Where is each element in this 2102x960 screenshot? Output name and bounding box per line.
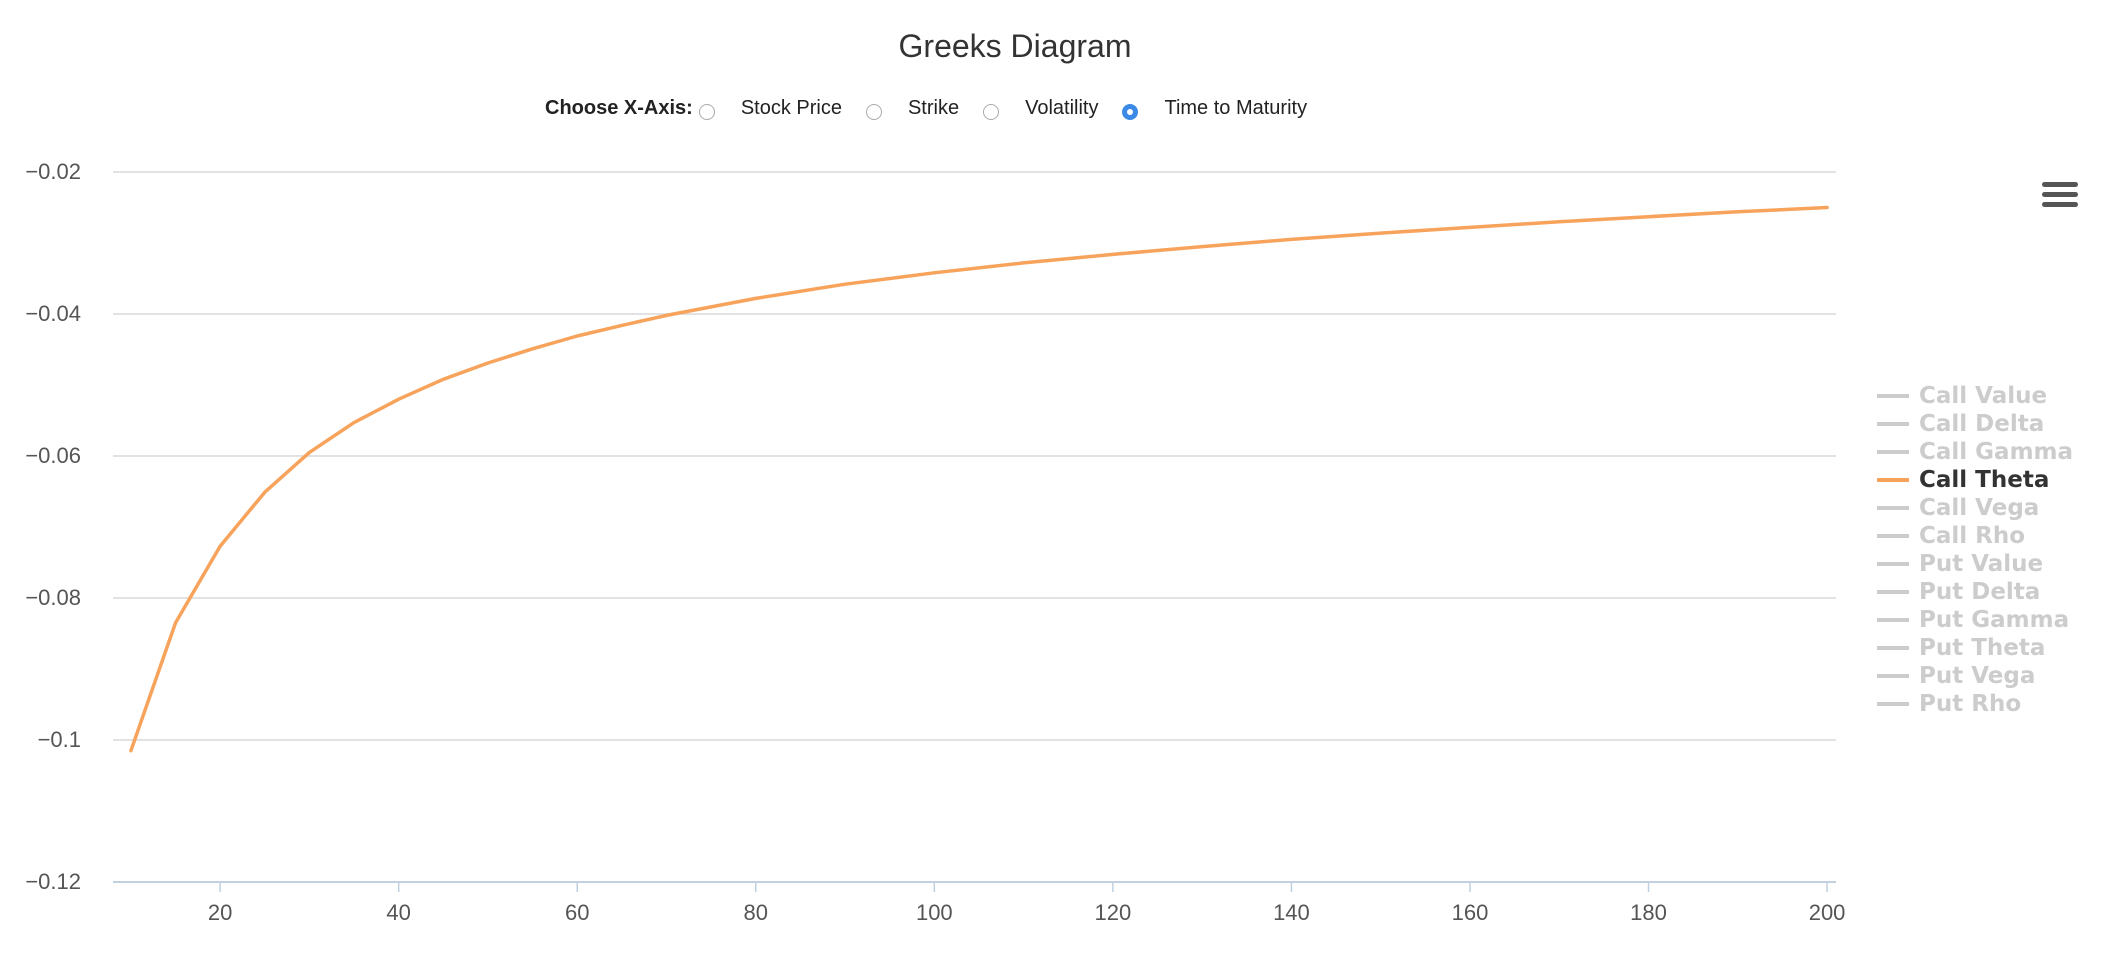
radio-volatility[interactable] [983,104,1000,120]
x-axis-option-strike[interactable]: Strike [865,96,983,120]
x-tick-label: 80 [744,900,768,925]
legend-label: Call Gamma [1919,439,2074,465]
legend-label: Put Gamma [1919,607,2070,633]
legend-item-call-delta[interactable]: Call Delta [1877,410,2073,438]
x-axis-option-volatility[interactable]: Volatility [983,97,1122,120]
legend-swatch [1877,478,1909,482]
legend-item-put-gamma[interactable]: Put Gamma [1877,606,2073,634]
legend-swatch [1877,562,1909,566]
series-line-call-theta[interactable] [129,205,1829,753]
legend-label: Put Value [1919,551,2044,577]
legend-swatch [1877,534,1909,538]
legend-swatch [1877,422,1909,426]
x-tick-label: 120 [1095,900,1132,925]
legend-item-call-vega[interactable]: Call Vega [1877,494,2073,522]
x-tick-label: 140 [1273,900,1310,925]
legend-item-call-gamma[interactable]: Call Gamma [1877,438,2073,466]
legend-label: Call Delta [1919,411,2045,437]
legend-label: Call Vega [1919,495,2040,521]
legend-label: Call Rho [1919,523,2026,549]
x-tick-label: 160 [1452,900,1489,925]
legend-swatch [1877,618,1909,622]
x-tick-label: 180 [1630,900,1667,925]
y-tick-label: −0.12 [25,869,81,894]
radio-label: Strike [907,96,960,119]
legend-swatch [1877,590,1909,594]
legend-swatch [1877,506,1909,510]
legend-item-put-theta[interactable]: Put Theta [1877,634,2073,662]
radio-label: Stock Price [740,96,842,119]
radio-time-to-maturity[interactable] [1122,104,1139,120]
radio-strike[interactable] [865,104,882,120]
y-tick-label: −0.04 [25,301,81,326]
legend-label: Call Value [1919,383,2048,409]
x-tick-label: 20 [208,900,232,925]
legend-item-put-value[interactable]: Put Value [1877,550,2073,578]
x-tick-label: 200 [1809,900,1846,925]
legend-item-call-theta[interactable]: Call Theta [1877,466,2073,494]
x-axis-option-time-to-maturity[interactable]: Time to Maturity [1122,97,1331,120]
legend-label: Put Theta [1919,635,2046,661]
legend-label: Put Vega [1919,663,2036,689]
legend-item-call-value[interactable]: Call Value [1877,382,2073,410]
legend-item-call-rho[interactable]: Call Rho [1877,522,2073,550]
y-tick-label: −0.06 [25,443,81,468]
legend-label: Put Rho [1919,691,2022,717]
x-axis-chooser: Choose X-Axis: Stock Price Strike Volati… [545,93,1331,123]
chart-title: Greeks Diagram [898,28,1132,64]
legend-swatch [1877,702,1909,706]
chart-legend: Call Value Call Delta Call Gamma Call Th… [1877,382,2073,718]
y-tick-label: −0.08 [25,585,81,610]
legend-swatch [1877,394,1909,398]
legend-label: Put Delta [1919,579,2041,605]
y-tick-label: −0.02 [25,159,81,184]
legend-item-put-vega[interactable]: Put Vega [1877,662,2073,690]
legend-swatch [1877,450,1909,454]
radio-label: Time to Maturity [1164,96,1308,119]
x-tick-label: 60 [565,900,589,925]
legend-item-put-rho[interactable]: Put Rho [1877,690,2073,718]
x-tick-label: 40 [386,900,410,925]
legend-label: Call Theta [1919,467,2050,493]
legend-swatch [1877,646,1909,650]
x-axis-chooser-label: Choose X-Axis: [545,96,693,119]
legend-item-put-delta[interactable]: Put Delta [1877,578,2073,606]
radio-stock-price[interactable] [698,104,715,120]
legend-swatch [1877,674,1909,678]
radio-label: Volatility [1025,96,1099,119]
hamburger-menu-icon[interactable] [2042,182,2078,212]
x-axis-option-stock-price[interactable]: Stock Price [698,96,866,120]
x-tick-label: 100 [916,900,953,925]
y-tick-label: −0.1 [38,727,81,752]
